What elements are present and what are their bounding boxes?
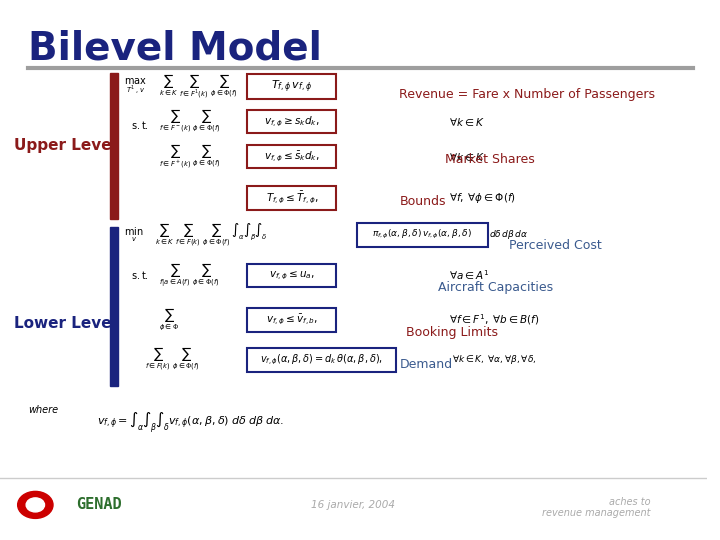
Text: $T_{f,\phi}\, v_{f,\phi}$: $T_{f,\phi}\, v_{f,\phi}$ bbox=[271, 78, 312, 94]
Text: GENAD: GENAD bbox=[76, 497, 122, 512]
Text: $\pi_{f,\phi}(\alpha,\beta,\delta)\,v_{f,\phi}(\alpha,\beta,\delta)$: $\pi_{f,\phi}(\alpha,\beta,\delta)\,v_{f… bbox=[372, 228, 472, 241]
Text: $v_{f,\phi} \leq \bar{s}_k d_k,$: $v_{f,\phi} \leq \bar{s}_k d_k,$ bbox=[264, 150, 320, 164]
Text: $\forall k \in K$: $\forall k \in K$ bbox=[449, 151, 485, 163]
FancyBboxPatch shape bbox=[248, 74, 336, 99]
Text: $v_{f,\phi} \geq s_k d_k,$: $v_{f,\phi} \geq s_k d_k,$ bbox=[264, 114, 320, 129]
Text: Demand: Demand bbox=[400, 358, 452, 371]
Text: Booking Limits: Booking Limits bbox=[406, 326, 498, 339]
Text: $\mathrm{s.t.}$: $\mathrm{s.t.}$ bbox=[131, 269, 148, 281]
FancyBboxPatch shape bbox=[357, 223, 487, 247]
Text: $\max_{T^1,\,v}$: $\max_{T^1,\,v}$ bbox=[124, 76, 147, 97]
Text: $\sum_{\phi\in\Phi}$: $\sum_{\phi\in\Phi}$ bbox=[159, 307, 179, 333]
Text: $\sum_{f\in F^-(k)}\ \sum_{\phi\in\Phi(f)}$: $\sum_{f\in F^-(k)}\ \sum_{\phi\in\Phi(f… bbox=[159, 108, 220, 135]
FancyBboxPatch shape bbox=[248, 186, 336, 210]
Text: 16 janvier, 2004: 16 janvier, 2004 bbox=[311, 500, 395, 510]
Text: $v_{f,\phi}(\alpha,\beta,\delta) = d_k\,\theta(\alpha,\beta,\delta),$: $v_{f,\phi}(\alpha,\beta,\delta) = d_k\,… bbox=[260, 353, 383, 367]
FancyBboxPatch shape bbox=[248, 308, 336, 332]
Text: Revenue = Fare x Number of Passengers: Revenue = Fare x Number of Passengers bbox=[400, 88, 655, 101]
Text: Perceived Cost: Perceived Cost bbox=[509, 239, 602, 252]
Text: aches to
revenue management: aches to revenue management bbox=[541, 497, 650, 518]
Circle shape bbox=[26, 498, 45, 512]
Bar bbox=[109, 227, 118, 386]
Bar bbox=[109, 73, 118, 219]
Text: where: where bbox=[28, 406, 58, 415]
Text: Bounds: Bounds bbox=[400, 195, 446, 208]
Text: $\sum_{k\in K}\ \sum_{f\in F^1(k)}\ \sum_{\phi\in\Phi(f)}$: $\sum_{k\in K}\ \sum_{f\in F^1(k)}\ \sum… bbox=[159, 72, 238, 100]
FancyBboxPatch shape bbox=[248, 145, 336, 168]
FancyBboxPatch shape bbox=[248, 264, 336, 287]
Text: Market Shares: Market Shares bbox=[445, 153, 535, 166]
Text: $T_{f,\phi} \leq \bar{T}_{f,\phi},$: $T_{f,\phi} \leq \bar{T}_{f,\phi},$ bbox=[266, 190, 318, 206]
Text: $d\delta\,d\beta\,d\alpha$: $d\delta\,d\beta\,d\alpha$ bbox=[489, 228, 528, 241]
Text: $\forall k\in K,\;\forall\alpha,\forall\beta,\forall\delta,$: $\forall k\in K,\;\forall\alpha,\forall\… bbox=[452, 353, 536, 366]
Text: $\sum_{f\in F(k)}\ \sum_{\phi\in\Phi(f)}$: $\sum_{f\in F(k)}\ \sum_{\phi\in\Phi(f)}… bbox=[145, 346, 200, 373]
Text: Aircraft Capacities: Aircraft Capacities bbox=[438, 281, 553, 294]
Text: $v_{f,\phi} = \int_\alpha\int_\beta\int_\delta v_{f,\phi}(\alpha,\beta,\delta)\;: $v_{f,\phi} = \int_\alpha\int_\beta\int_… bbox=[97, 410, 284, 435]
Text: $\sum_{f\in F^+(k)}\ \sum_{\phi\in\Phi(f)}$: $\sum_{f\in F^+(k)}\ \sum_{\phi\in\Phi(f… bbox=[159, 143, 220, 171]
Text: $\sum_{f|a\in A(f)}\ \sum_{\phi\in\Phi(f)}$: $\sum_{f|a\in A(f)}\ \sum_{\phi\in\Phi(f… bbox=[159, 262, 220, 289]
FancyBboxPatch shape bbox=[248, 348, 396, 372]
Text: $\forall k \in K$: $\forall k \in K$ bbox=[449, 116, 485, 127]
Text: $\min_{v}$: $\min_{v}$ bbox=[124, 226, 143, 245]
Text: $\sum_{k\in K}\ \sum_{f\in F(k)}\ \sum_{\phi\in\Phi(f)}\ \int_\alpha\int_\beta\i: $\sum_{k\in K}\ \sum_{f\in F(k)}\ \sum_{… bbox=[156, 222, 268, 249]
Text: Lower Level: Lower Level bbox=[14, 316, 117, 332]
Text: $\mathrm{s.t.}$: $\mathrm{s.t.}$ bbox=[131, 119, 148, 131]
FancyBboxPatch shape bbox=[248, 110, 336, 133]
Text: $v_{f,\phi} \leq \bar{v}_{f,b},$: $v_{f,\phi} \leq \bar{v}_{f,b},$ bbox=[266, 313, 318, 327]
Text: $\forall a \in A^1$: $\forall a \in A^1$ bbox=[449, 268, 489, 282]
Circle shape bbox=[18, 491, 53, 518]
Text: $\forall f \in F^1,\; \forall b \in B(f)$: $\forall f \in F^1,\; \forall b \in B(f)… bbox=[449, 312, 539, 327]
Text: Upper Level: Upper Level bbox=[14, 138, 117, 153]
Text: Bilevel Model: Bilevel Model bbox=[28, 30, 322, 68]
Text: $v_{f,\phi} \leq u_a,$: $v_{f,\phi} \leq u_a,$ bbox=[269, 269, 315, 281]
Text: $\forall f,\; \forall\phi \in \Phi(f)$: $\forall f,\; \forall\phi \in \Phi(f)$ bbox=[449, 191, 516, 205]
